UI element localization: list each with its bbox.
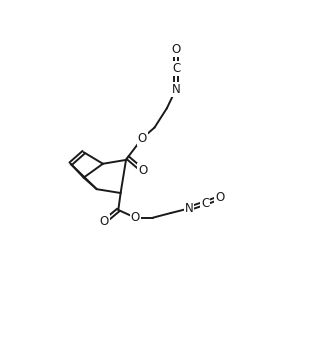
Text: O: O xyxy=(138,164,147,177)
Text: C: C xyxy=(172,62,180,75)
Text: O: O xyxy=(138,132,147,145)
Text: O: O xyxy=(100,215,109,228)
Text: N: N xyxy=(185,202,193,215)
Text: O: O xyxy=(215,191,225,204)
Text: C: C xyxy=(201,196,209,210)
Text: O: O xyxy=(171,43,181,56)
Text: O: O xyxy=(131,211,140,224)
Text: N: N xyxy=(172,82,180,96)
